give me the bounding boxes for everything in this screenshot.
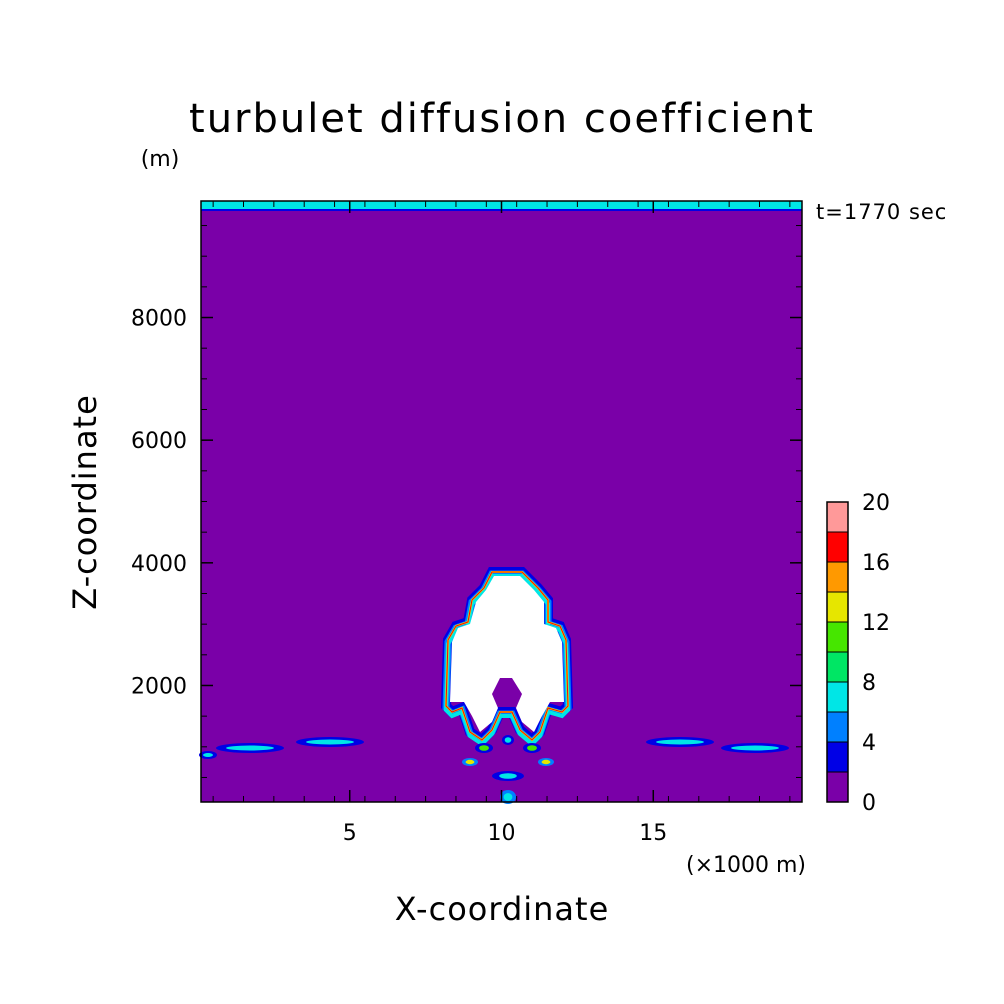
colorbar-swatch: [826, 621, 849, 653]
x-unit-label: (×1000 m): [686, 853, 806, 878]
colorbar-swatch: [826, 651, 849, 683]
low-level-band-core: [226, 745, 274, 751]
sub-plume-cell-core: [541, 759, 551, 765]
sub-plume-cell-core: [465, 759, 475, 765]
y-tick-label: 4000: [131, 552, 187, 577]
y-tick-label: 8000: [131, 307, 187, 332]
x-tick-label: 5: [343, 821, 357, 846]
colorbar-tick-label: 16: [862, 551, 890, 576]
low-level-band-core: [731, 745, 779, 751]
colorbar-tick-label: 8: [862, 671, 876, 696]
time-label: t=1770 sec: [816, 200, 947, 224]
plume-saturated-core: [450, 576, 564, 732]
colorbar: 0 4 8 12 16 20: [826, 491, 890, 816]
colorbar-frame: [826, 501, 849, 803]
colorbar-tick-label: 20: [862, 491, 890, 516]
y-tick-label: 6000: [131, 429, 187, 454]
chart-title: turbulet diffusion coefficient: [189, 96, 815, 142]
y-tick-label: 2000: [131, 674, 187, 699]
sub-plume-cell-core: [479, 745, 489, 751]
colorbar-swatch: [826, 531, 849, 563]
surface-cell-core: [503, 793, 513, 801]
colorbar-swatch: [826, 561, 849, 593]
sub-plume-cell-core: [504, 737, 512, 743]
colorbar-swatch: [826, 741, 849, 773]
background-field: [201, 201, 802, 802]
colorbar-swatch: [826, 501, 849, 533]
x-tick-label: 15: [639, 821, 667, 846]
plot-area: [199, 200, 803, 804]
y-axis-ticks: 2000 4000 6000 8000: [131, 307, 802, 699]
colorbar-swatch: [826, 711, 849, 743]
x-axis-label: X-coordinate: [395, 890, 610, 928]
y-axis-label: Z-coordinate: [66, 394, 104, 610]
sub-plume-cell-core: [499, 773, 517, 779]
colorbar-swatch: [826, 591, 849, 623]
colorbar-tick-label: 0: [862, 791, 876, 816]
low-level-band-core: [656, 739, 704, 745]
low-level-band-core: [306, 739, 354, 745]
colorbar-tick-label: 4: [862, 731, 876, 756]
colorbar-tick-label: 12: [862, 611, 890, 636]
colorbar-swatch: [826, 771, 849, 803]
x-tick-label: 10: [488, 821, 516, 846]
low-level-band-edge-core: [203, 753, 213, 757]
sub-plume-cell-core: [527, 745, 537, 751]
y-unit-label: (m): [141, 147, 180, 172]
plume-contour-ring: [445, 571, 569, 741]
colorbar-swatch: [826, 681, 849, 713]
x-axis-ticks: 5 10 15: [343, 201, 667, 846]
